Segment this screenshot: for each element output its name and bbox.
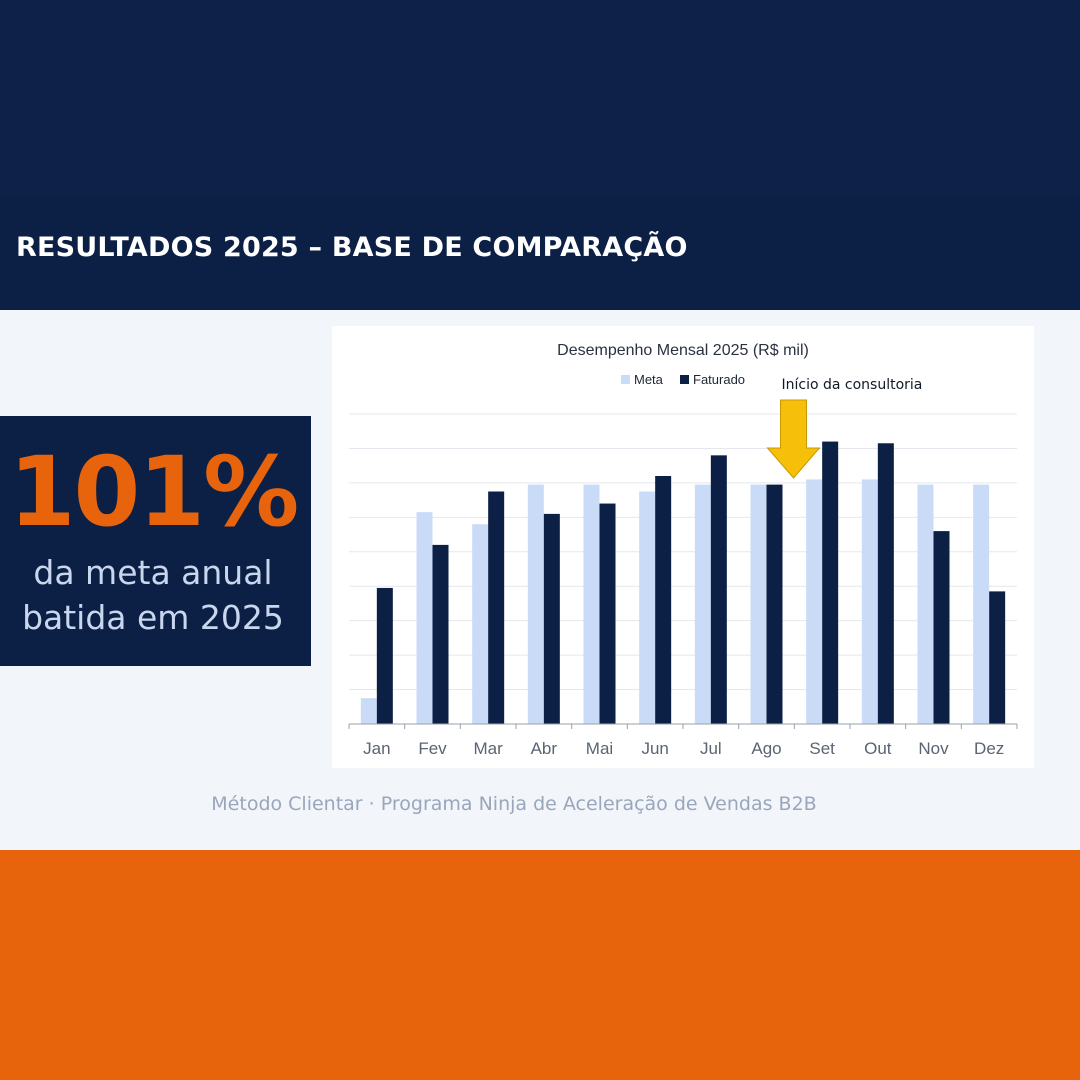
bar-meta-fev bbox=[416, 512, 433, 724]
kpi-card bbox=[0, 416, 311, 666]
x-tick-label-jul: Jul bbox=[700, 739, 722, 758]
kpi-caption-line-1: da meta anual bbox=[33, 553, 273, 592]
x-tick-label-out: Out bbox=[864, 739, 892, 758]
x-tick-label-jan: Jan bbox=[363, 739, 390, 758]
bar-faturado-ago bbox=[766, 484, 783, 724]
bar-faturado-mai bbox=[599, 503, 616, 724]
bar-meta-abr bbox=[527, 484, 544, 724]
chart-card: Desempenho Mensal 2025 (R$ mil) Meta Fatur… bbox=[332, 326, 1034, 768]
x-tick-label-ago: Ago bbox=[751, 739, 781, 758]
x-tick-label-dez: Dez bbox=[974, 739, 1004, 758]
bar-chart: Desempenho Mensal 2025 (R$ mil) Meta Fatur… bbox=[348, 342, 1018, 758]
bar-faturado-jul bbox=[710, 455, 727, 724]
bar-meta-nov bbox=[917, 484, 934, 724]
x-tick-label-nov: Nov bbox=[918, 739, 949, 758]
kpi-value: 101% bbox=[8, 436, 300, 548]
legend-swatch-meta bbox=[621, 375, 630, 384]
x-tick-label-fev: Fev bbox=[418, 739, 447, 758]
bar-meta-dez bbox=[973, 484, 990, 724]
bar-faturado-jun bbox=[655, 476, 672, 724]
bar-meta-mar bbox=[472, 524, 489, 724]
top-band bbox=[0, 0, 1080, 195]
bar-faturado-out bbox=[877, 443, 894, 724]
chart-title: Desempenho Mensal 2025 (R$ mil) bbox=[557, 342, 809, 359]
x-tick-label-mar: Mar bbox=[474, 739, 504, 758]
footer-credit: Método Clientar · Programa Ninja de Acel… bbox=[211, 793, 817, 815]
bar-meta-mai bbox=[583, 484, 600, 724]
legend-label-faturado: Faturado bbox=[693, 372, 745, 387]
bar-faturado-nov bbox=[933, 531, 950, 724]
bar-meta-jan bbox=[360, 698, 377, 724]
kpi-caption: da meta anual batida em 2025 bbox=[0, 550, 306, 640]
x-tick-label-mai: Mai bbox=[586, 739, 613, 758]
page-title: RESULTADOS 2025 – BASE DE COMPARAÇÃO bbox=[16, 232, 688, 263]
annotation-arrow bbox=[766, 399, 821, 479]
bar-faturado-abr bbox=[543, 513, 560, 724]
kpi-caption-line-2: batida em 2025 bbox=[22, 598, 284, 637]
legend-swatch-faturado bbox=[680, 375, 689, 384]
bar-meta-out bbox=[861, 479, 878, 724]
bar-faturado-jan bbox=[376, 587, 393, 724]
x-tick-label-jun: Jun bbox=[641, 739, 668, 758]
bar-faturado-fev bbox=[432, 544, 449, 724]
legend-label-meta: Meta bbox=[634, 372, 664, 387]
bar-meta-jul bbox=[694, 484, 711, 724]
content-bottom bbox=[0, 826, 1080, 850]
orange-band bbox=[0, 850, 1080, 1080]
x-tick-label-abr: Abr bbox=[531, 739, 558, 758]
bar-faturado-set bbox=[822, 441, 839, 724]
bar-faturado-dez bbox=[989, 591, 1006, 724]
bar-meta-jun bbox=[639, 491, 656, 724]
annotation-label: Início da consultoria bbox=[782, 377, 923, 393]
x-tick-label-set: Set bbox=[809, 739, 835, 758]
bar-faturado-mar bbox=[488, 491, 505, 724]
bar-meta-ago bbox=[750, 484, 767, 724]
header-band bbox=[0, 195, 1080, 310]
bar-meta-set bbox=[806, 479, 823, 724]
